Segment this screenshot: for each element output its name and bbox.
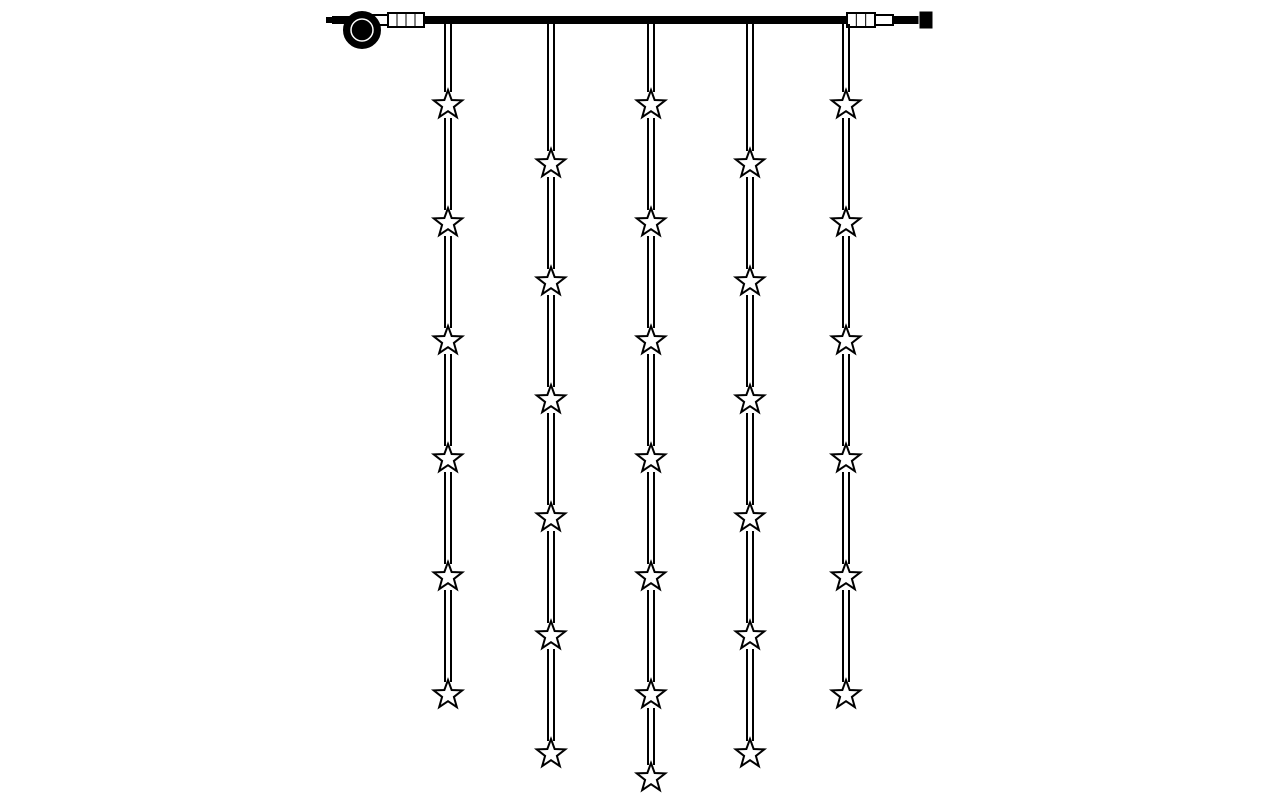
- strand: [832, 24, 861, 707]
- star-icon: [832, 680, 861, 707]
- star-icon: [537, 149, 566, 176]
- right-connector-body: [875, 15, 893, 25]
- star-icon: [537, 621, 566, 648]
- curtain-light-diagram: [0, 0, 1271, 800]
- star-icon: [736, 503, 765, 530]
- star-icon: [637, 562, 666, 589]
- star-icon: [434, 90, 463, 117]
- star-icon: [537, 267, 566, 294]
- star-icon: [832, 326, 861, 353]
- star-icon: [637, 444, 666, 471]
- star-icon: [434, 208, 463, 235]
- star-icon: [736, 149, 765, 176]
- strand: [637, 24, 666, 790]
- right-endcap: [919, 11, 933, 29]
- left-prong: [326, 17, 332, 23]
- strand: [434, 24, 463, 707]
- star-icon: [537, 503, 566, 530]
- star-icon: [832, 444, 861, 471]
- star-icon: [537, 739, 566, 766]
- strand: [537, 24, 566, 766]
- star-icon: [537, 385, 566, 412]
- star-icon: [637, 680, 666, 707]
- star-icon: [736, 267, 765, 294]
- star-icon: [637, 208, 666, 235]
- star-icon: [832, 90, 861, 117]
- star-icon: [434, 562, 463, 589]
- left-loop-inner: [351, 19, 373, 41]
- star-icon: [736, 739, 765, 766]
- strand: [736, 24, 765, 766]
- star-icon: [434, 444, 463, 471]
- star-icon: [637, 90, 666, 117]
- right-connector-plug: [847, 13, 875, 27]
- star-icon: [434, 680, 463, 707]
- star-icon: [832, 562, 861, 589]
- star-icon: [832, 208, 861, 235]
- star-icon: [736, 385, 765, 412]
- star-icon: [637, 763, 666, 790]
- star-icon: [637, 326, 666, 353]
- star-icon: [434, 326, 463, 353]
- star-icon: [736, 621, 765, 648]
